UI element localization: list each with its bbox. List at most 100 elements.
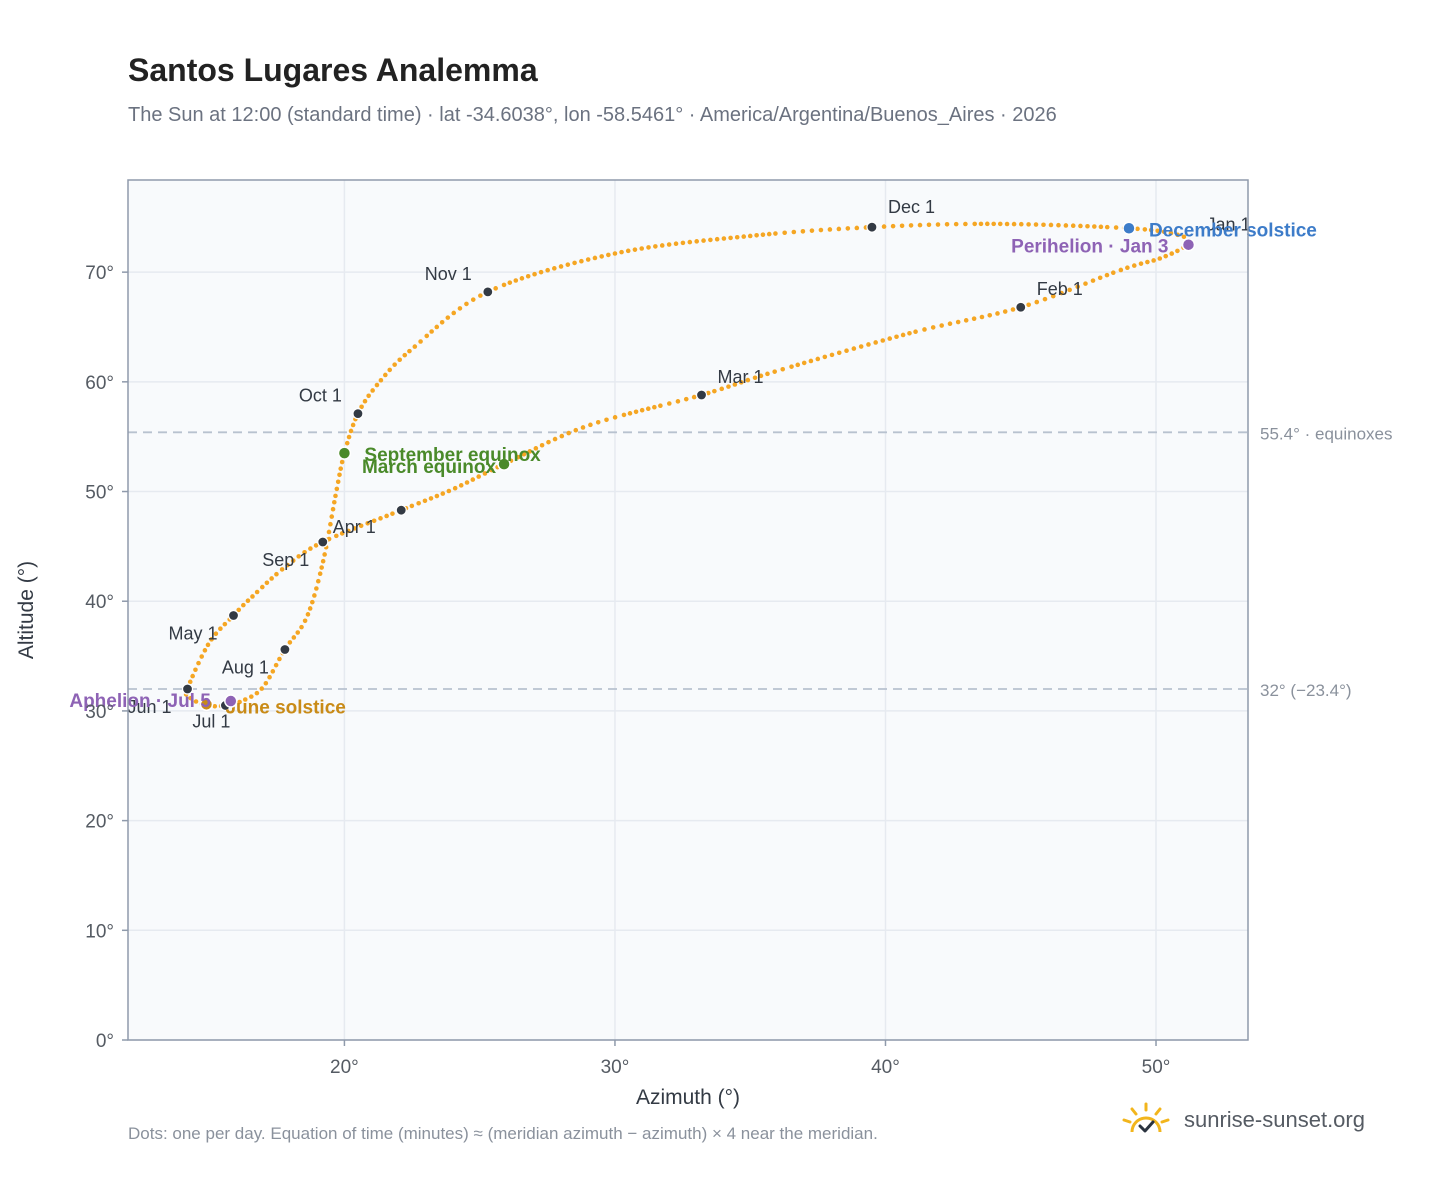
- analemma-dot: [378, 516, 383, 521]
- analemma-dot: [277, 656, 282, 662]
- month-label: Jul 1: [192, 711, 230, 731]
- analemma-dot: [457, 306, 463, 311]
- analemma-dot: [202, 648, 208, 653]
- analemma-dot: [482, 471, 488, 476]
- analemma-dot: [1110, 270, 1116, 276]
- analemma-dot: [317, 571, 323, 577]
- analemma-dot: [780, 366, 786, 372]
- analemma-dot: [606, 252, 611, 258]
- analemma-dot: [944, 222, 950, 227]
- analemma-dot: [1131, 263, 1137, 268]
- analemma-dot: [939, 323, 944, 328]
- analemma-dot: [752, 375, 758, 381]
- analemma-dot: [726, 384, 731, 389]
- analemma-dot: [1063, 223, 1069, 228]
- brand-link[interactable]: sunrise-sunset.org: [1120, 1102, 1365, 1138]
- analemma-dot: [290, 558, 296, 563]
- analemma-dot: [845, 226, 851, 231]
- chart-title: Santos Lugares Analemma: [128, 52, 538, 88]
- analemma-dot: [329, 514, 335, 519]
- analemma-dot: [1181, 234, 1187, 240]
- analemma-dot: [279, 567, 285, 572]
- month-label: Jun 1: [127, 697, 171, 717]
- analemma-dot: [1125, 265, 1130, 271]
- analemma-dot: [1161, 229, 1167, 235]
- analemma-dot: [854, 225, 860, 231]
- analemma-dot: [971, 316, 977, 321]
- analemma-dot: [295, 630, 301, 635]
- analemma-dot: [712, 388, 717, 394]
- analemma-dot: [580, 425, 586, 430]
- analemma-dot: [632, 247, 638, 252]
- analemma-dot: [237, 699, 242, 705]
- analemma-dot: [287, 640, 293, 645]
- event-label: September equinox: [364, 445, 541, 466]
- analemma-dot: [1083, 281, 1088, 286]
- analemma-dot: [987, 312, 993, 318]
- analemma-dot: [476, 474, 481, 479]
- analemma-dot: [953, 221, 959, 227]
- analemma-dot: [1070, 223, 1076, 229]
- analemma-dot: [374, 382, 380, 388]
- analemma-dot: [680, 240, 686, 246]
- analemma-dot: [747, 233, 753, 239]
- analemma-dot: [894, 334, 899, 340]
- analemma-dot: [1148, 227, 1154, 233]
- analemma-dot: [302, 549, 307, 555]
- plot-background: [128, 180, 1248, 1040]
- analemma-dot: [263, 680, 269, 686]
- analemma-dot: [913, 329, 918, 334]
- analemma-dot: [754, 233, 759, 238]
- analemma-dot: [659, 243, 665, 248]
- analemma-dot: [1059, 290, 1064, 296]
- analemma-dot: [588, 422, 593, 428]
- analemma-dot: [291, 635, 297, 640]
- analemma-dot: [604, 417, 609, 423]
- analemma-dot: [333, 493, 338, 499]
- month-label: May 1: [168, 623, 217, 643]
- analemma-dot: [546, 439, 551, 445]
- analemma-dot: [273, 662, 279, 668]
- analemma-dot: [758, 373, 764, 379]
- analemma-dot: [873, 340, 878, 345]
- analemma-dot: [313, 543, 319, 548]
- month-marker-mar-1: [695, 389, 708, 401]
- analemma-dot: [241, 602, 246, 608]
- analemma-dot: [236, 607, 242, 613]
- analemma-dot: [658, 403, 663, 408]
- month-markers: Jan 1 Feb 1 Mar 1 Apr 1 May 1 Jun 1 Jul 1 Aug 1…: [127, 197, 1250, 731]
- analemma-dot: [267, 674, 272, 680]
- analemma-dot: [858, 344, 864, 349]
- analemma-dot: [666, 401, 672, 406]
- analemma-dot: [572, 260, 577, 266]
- analemma-dot: [1042, 296, 1048, 302]
- analemma-dot: [579, 258, 584, 264]
- analemma-dot: [533, 446, 539, 451]
- analemma-dot: [308, 546, 313, 551]
- plot-frame: [127, 179, 1249, 1041]
- analemma-dot: [573, 427, 579, 433]
- analemma-dot: [525, 273, 531, 279]
- analemma-dot: [1138, 261, 1144, 266]
- analemma-dot: [193, 667, 198, 673]
- event-marker-december-solstice: [1122, 221, 1136, 236]
- analemma-dot: [652, 404, 657, 410]
- analemma-dot: [319, 565, 324, 570]
- analemma-dot: [552, 436, 558, 442]
- month-marker-dec-1: [866, 221, 878, 233]
- analemma-dot: [887, 336, 893, 341]
- analemma-dot: [1034, 299, 1040, 305]
- analemma-dot: [270, 669, 276, 674]
- analemma-dot: [1097, 275, 1103, 281]
- analemma-dot: [478, 293, 483, 298]
- analemma-dot: [196, 660, 201, 666]
- analemma-dot: [1142, 227, 1148, 232]
- analemma-dot: [328, 521, 333, 527]
- analemma-dot: [633, 409, 639, 415]
- analemma-dot: [269, 576, 274, 581]
- x-axis-label: Azimuth (°): [636, 1086, 740, 1109]
- analemma-dot: [429, 329, 434, 334]
- analemma-dot: [612, 251, 618, 256]
- month-marker-nov-1: [482, 286, 494, 298]
- analemma-dot: [1033, 222, 1039, 227]
